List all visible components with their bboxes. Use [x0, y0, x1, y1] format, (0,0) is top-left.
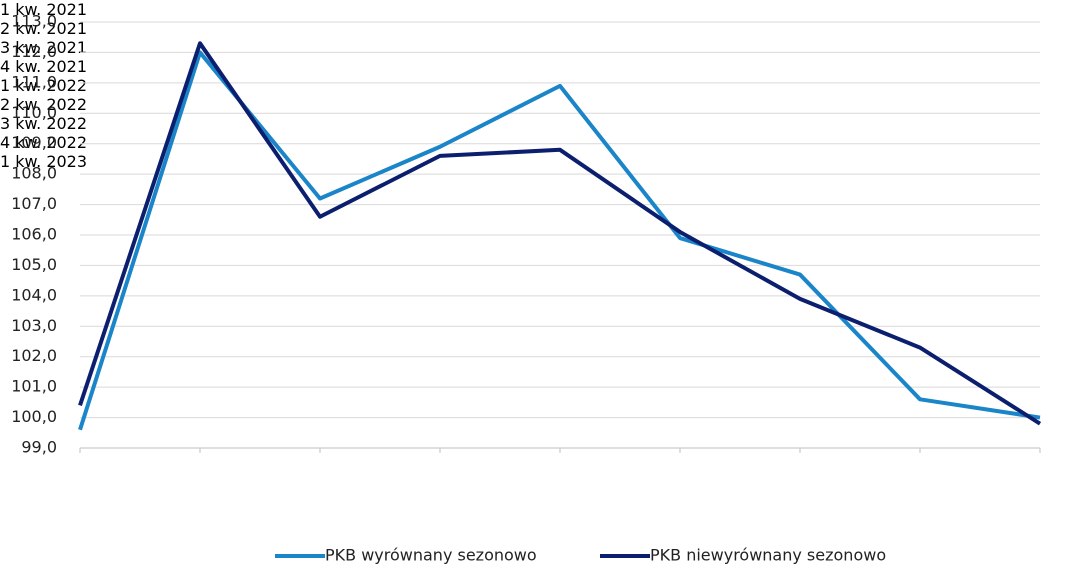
x-tick-label: 1 kw. 2021: [0, 0, 88, 19]
y-tick-label: 112,0: [11, 42, 57, 61]
y-tick-label: 100,0: [11, 407, 57, 426]
series-line: [78, 41, 1042, 426]
y-tick-label: 107,0: [11, 194, 57, 213]
legend-label: PKB niewyrównany sezonowo: [650, 546, 886, 565]
y-tick-label: 101,0: [11, 377, 57, 396]
y-tick-label: 109,0: [11, 133, 57, 152]
y-tick-label: 110,0: [11, 103, 57, 122]
x-tick-label: 3 kw. 2022: [0, 114, 88, 133]
x-tick-label: 3 kw. 2021: [0, 38, 88, 57]
y-tick-label: 113,0: [11, 12, 57, 31]
y-tick-label: 102,0: [11, 346, 57, 365]
series-line: [78, 50, 1041, 431]
x-tick-label: 1 kw. 2022: [0, 76, 88, 95]
y-tick-label: 99,0: [21, 438, 57, 457]
legend-label: PKB wyrównany sezonowo: [325, 546, 537, 565]
x-tick-label: 4 kw. 2021: [0, 57, 88, 76]
x-tick-label: 2 kw. 2021: [0, 19, 88, 38]
y-tick-label: 111,0: [11, 72, 57, 91]
x-tick-label: 2 kw. 2022: [0, 95, 88, 114]
y-tick-label: 105,0: [11, 255, 57, 274]
y-tick-label: 103,0: [11, 316, 57, 335]
y-tick-label: 104,0: [11, 285, 57, 304]
x-tick-label: 1 kw. 2023: [0, 152, 88, 171]
y-tick-label: 106,0: [11, 225, 57, 244]
y-tick-label: 108,0: [11, 164, 57, 183]
x-tick-label: 4 kw. 2022: [0, 133, 88, 152]
